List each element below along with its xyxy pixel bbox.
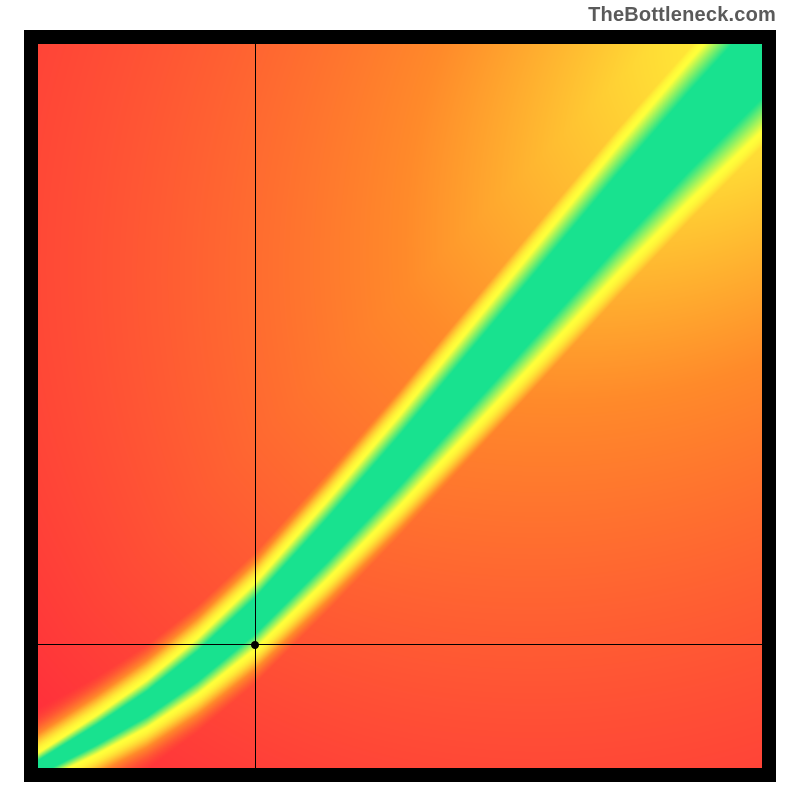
crosshair-horizontal [38,644,762,645]
heatmap [38,44,762,768]
watermark-text: TheBottleneck.com [588,4,776,27]
crosshair-vertical [255,44,256,768]
chart-container: TheBottleneck.com [0,0,800,800]
heatmap-canvas [38,44,762,768]
crosshair-point [251,641,259,649]
